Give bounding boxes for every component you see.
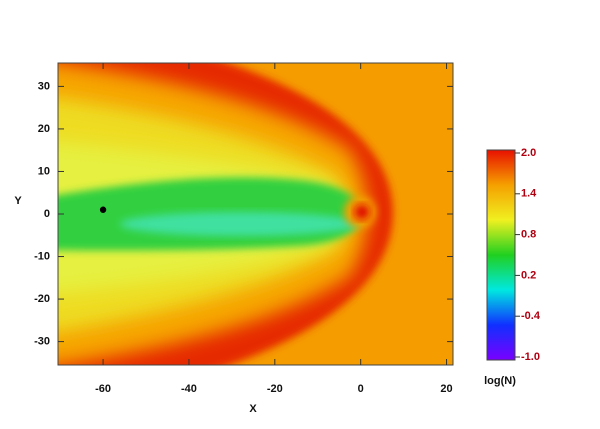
y-tick-label: 10: [38, 165, 50, 177]
colorbar-tick-label: 0.8: [521, 229, 536, 241]
colorbar-tick-label: 1.4: [521, 188, 537, 200]
y-axis-label: Y: [14, 195, 22, 207]
colorbar: log(N) -1.0 -0.4 0.2 0.8 1.4 2.0: [484, 147, 541, 387]
y-tick-label: 20: [38, 123, 50, 135]
colorbar-tick-label: 2.0: [521, 147, 536, 159]
y-tick-label: 0: [44, 208, 50, 220]
colorbar-scale: [486, 149, 516, 361]
y-tick-label: -20: [34, 293, 50, 305]
y-tick-label: 30: [38, 80, 50, 92]
density-field: [58, 63, 453, 365]
colorbar-tick-label: -0.4: [521, 310, 541, 322]
colorbar-tick-label: -1.0: [521, 351, 540, 363]
marker-point: [99, 206, 107, 213]
colorbar-tick-label: 0.2: [521, 269, 536, 281]
colorbar-label: log(N): [484, 375, 516, 387]
x-tick-label: -20: [267, 383, 283, 395]
x-tick-label: 0: [358, 383, 364, 395]
y-tick-label: -10: [34, 250, 50, 262]
y-tick-label: -30: [34, 336, 50, 348]
x-tick-label: 20: [440, 383, 452, 395]
x-tick-label: -40: [181, 383, 197, 395]
x-axis-label: X: [249, 403, 257, 415]
x-tick-label: -60: [95, 383, 111, 395]
